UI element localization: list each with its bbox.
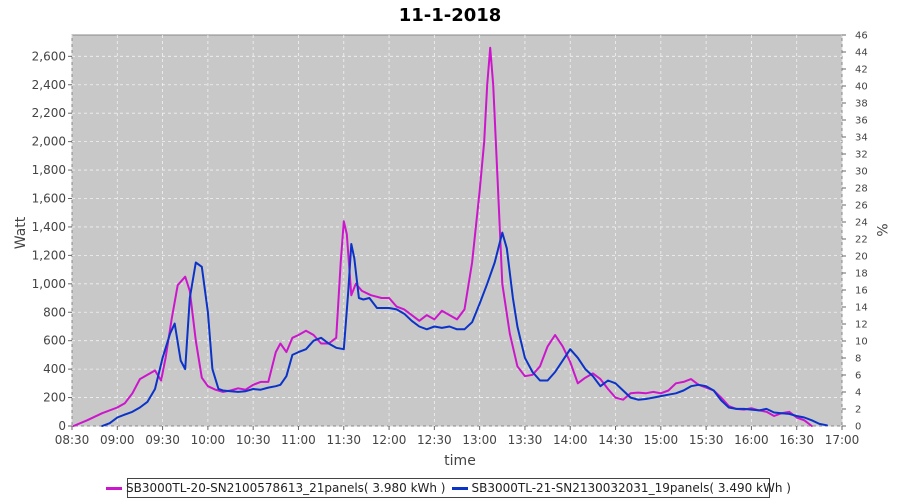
- x-tick-label: 12:30: [417, 433, 452, 447]
- y2-tick-label: 36: [855, 116, 868, 127]
- y2-tick-label: 32: [855, 150, 868, 161]
- chart-title: 11-1-2018: [399, 5, 502, 26]
- x-tick-label: 08:30: [55, 433, 90, 447]
- y-tick-label: 1,600: [32, 192, 66, 206]
- x-tick-label: 10:00: [191, 433, 226, 447]
- legend-item-series-2: SB3000TL-21-SN2130032031_19panels( 3.490…: [451, 481, 791, 495]
- x-tick-label: 15:30: [689, 433, 724, 447]
- y2-tick-label: 6: [855, 371, 861, 382]
- y2-tick-label: 44: [855, 48, 868, 59]
- y2-tick-label: 4: [855, 388, 861, 399]
- y2-tick-label: 20: [855, 252, 868, 263]
- y2-tick-label: 46: [855, 31, 868, 42]
- y2-tick-label: 18: [855, 269, 868, 280]
- x-axis-label: time: [444, 453, 476, 469]
- x-tick-label: 14:00: [553, 433, 588, 447]
- x-tick-label: 14:30: [598, 433, 633, 447]
- x-tick-label: 16:30: [779, 433, 814, 447]
- y-tick-label: 800: [43, 305, 66, 319]
- series-line-1: [72, 46, 813, 427]
- legend-label-series-1: SB3000TL-20-SN2100578613_21panels( 3.980…: [126, 481, 446, 495]
- legend-item-series-1: SB3000TL-20-SN2100578613_21panels( 3.980…: [106, 481, 446, 495]
- x-tick-label: 12:00: [372, 433, 407, 447]
- y2-tick-label: 40: [855, 82, 868, 93]
- x-tick-label: 16:00: [734, 433, 769, 447]
- x-tick-label: 11:00: [281, 433, 316, 447]
- y-tick-label: 400: [43, 362, 66, 376]
- x-tick-label: 10:30: [236, 433, 271, 447]
- y2-tick-label: 12: [855, 320, 868, 331]
- y2-tick-label: 42: [855, 65, 868, 76]
- y-tick-label: 2,400: [32, 78, 66, 92]
- x-tick-label: 17:00: [825, 433, 860, 447]
- series-line-2: [101, 231, 828, 427]
- y-tick-label: 1,800: [32, 163, 66, 177]
- y2-tick-label: 10: [855, 337, 868, 348]
- y-tick-label: 2,200: [32, 106, 66, 120]
- x-tick-label: 15:00: [644, 433, 679, 447]
- y-tick-label: 600: [43, 334, 66, 348]
- y2-tick-label: 8: [855, 354, 861, 365]
- x-tick-label: 11:30: [326, 433, 361, 447]
- legend-swatch-series-2: [451, 486, 468, 490]
- y-tick-label: 0: [58, 419, 66, 433]
- y2-tick-label: 26: [855, 201, 868, 212]
- y-tick-label: 200: [43, 391, 66, 405]
- y-tick-label: 1,200: [32, 248, 66, 262]
- y-axis-label: Watt: [13, 216, 29, 249]
- y2-tick-label: 14: [855, 303, 868, 314]
- x-tick-label: 13:30: [508, 433, 543, 447]
- y2-tick-label: 38: [855, 99, 868, 110]
- x-tick-label: 09:00: [100, 433, 135, 447]
- y2-tick-label: 16: [855, 286, 868, 297]
- legend-label-series-2: SB3000TL-21-SN2130032031_19panels( 3.490…: [471, 481, 791, 495]
- y2-tick-label: 2: [855, 405, 861, 416]
- y-tick-label: 1,000: [32, 277, 66, 291]
- plot-area: [71, 34, 843, 427]
- y2-tick-label: 22: [855, 235, 868, 246]
- y-tick-label: 2,000: [32, 135, 66, 149]
- y2-tick-label: 0: [855, 422, 861, 433]
- legend: SB3000TL-20-SN2100578613_21panels( 3.980…: [106, 478, 791, 498]
- y2-tick-label: 28: [855, 184, 868, 195]
- x-tick-label: 09:30: [145, 433, 180, 447]
- y-tick-label: 2,600: [32, 49, 66, 63]
- y2-tick-label: 24: [855, 218, 868, 229]
- legend-swatch-series-1: [106, 486, 123, 490]
- y2-tick-label: 34: [855, 133, 868, 144]
- y2-tick-label: 30: [855, 167, 868, 178]
- y-tick-label: 1,400: [32, 220, 66, 234]
- x-tick-label: 13:00: [462, 433, 497, 447]
- y2-axis-label: %: [873, 223, 889, 236]
